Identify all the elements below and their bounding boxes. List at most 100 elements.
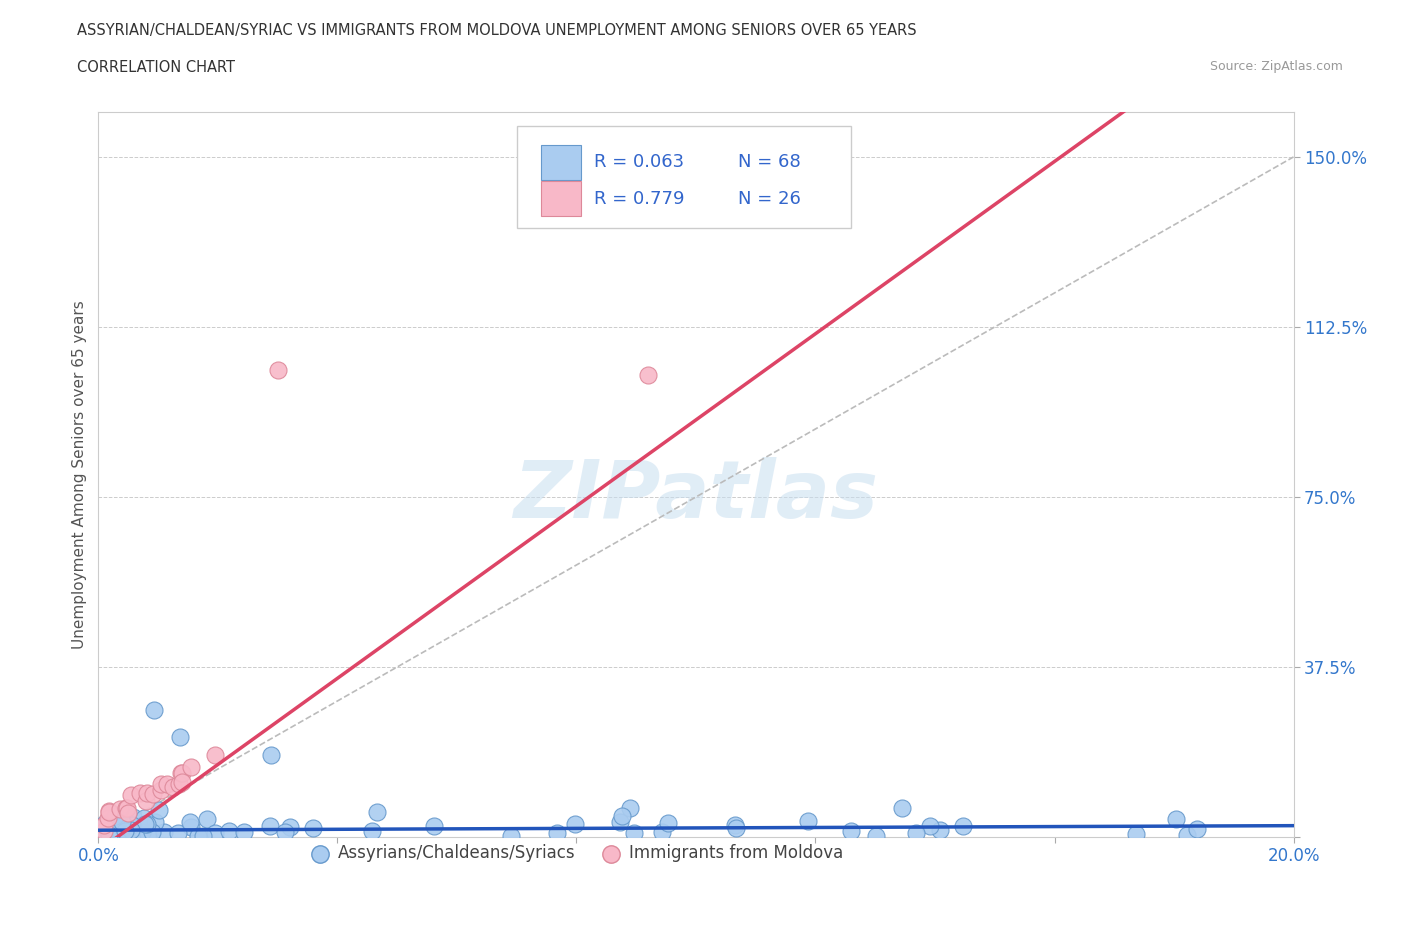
Point (218, 823, 240, 838)
Point (115, 801, 138, 816)
Point (865, 829, 887, 844)
Point (110, 802, 132, 817)
Point (141, 825, 163, 840)
Point (170, 765, 193, 780)
Point (128, 826, 150, 841)
Point (104, 809, 127, 824)
Point (117, 806, 139, 821)
Point (609, 815, 631, 830)
Point (841, 824, 863, 839)
Point (97, 811, 120, 826)
Point (1185, 821, 1208, 836)
Point (93, 824, 115, 839)
Point (136, 826, 159, 841)
Point (260, 748, 283, 763)
Point (121, 817, 143, 832)
Point (166, 826, 188, 841)
Y-axis label: Unemployment Among Seniors over 65 years: Unemployment Among Seniors over 65 years (72, 300, 87, 649)
Point (267, 363, 290, 378)
Point (180, 819, 202, 834)
Point (918, 818, 941, 833)
Point (929, 822, 952, 837)
Point (1125, 827, 1147, 842)
Point (232, 825, 254, 840)
Text: ASSYRIAN/CHALDEAN/SYRIAC VS IMMIGRANTS FROM MOLDOVA UNEMPLOYMENT AMONG SENIORS O: ASSYRIAN/CHALDEAN/SYRIAC VS IMMIGRANTS F… (77, 23, 917, 38)
Point (135, 793, 157, 808)
Point (187, 828, 209, 843)
Point (204, 748, 226, 763)
Point (131, 825, 153, 840)
Point (280, 819, 302, 834)
Point (93, 825, 115, 840)
Point (193, 829, 215, 844)
Point (796, 813, 818, 828)
Text: R = 0.063: R = 0.063 (595, 153, 685, 171)
Point (136, 786, 159, 801)
Point (153, 825, 176, 840)
Text: CORRELATION CHART: CORRELATION CHART (77, 60, 235, 75)
Point (145, 815, 167, 830)
Point (423, 819, 446, 834)
Point (141, 787, 163, 802)
Point (657, 816, 679, 830)
Text: Source: ZipAtlas.com: Source: ZipAtlas.com (1209, 60, 1343, 73)
Point (1175, 828, 1198, 843)
Point (179, 814, 201, 829)
Point (148, 803, 170, 817)
Point (273, 825, 295, 840)
Point (651, 824, 673, 839)
Point (361, 824, 384, 839)
Point (167, 777, 190, 791)
Point (169, 730, 191, 745)
Point (302, 820, 325, 835)
Text: R = 0.779: R = 0.779 (595, 190, 685, 207)
Point (170, 774, 193, 789)
Point (110, 815, 132, 830)
Point (111, 822, 134, 837)
Point (891, 801, 914, 816)
FancyBboxPatch shape (517, 126, 852, 228)
Point (110, 826, 132, 841)
Point (366, 804, 388, 819)
Point (93, 817, 115, 832)
Point (105, 817, 128, 831)
Point (725, 820, 748, 835)
Point (121, 809, 143, 824)
Point (180, 759, 202, 774)
Point (97, 804, 120, 818)
Point (155, 777, 177, 791)
FancyBboxPatch shape (541, 144, 581, 180)
Point (259, 819, 281, 834)
Point (136, 827, 159, 842)
Text: N = 26: N = 26 (738, 190, 800, 207)
Point (905, 825, 928, 840)
Point (610, 808, 633, 823)
Point (623, 826, 645, 841)
Point (546, 826, 568, 841)
Text: ZIPatlas: ZIPatlas (513, 457, 879, 535)
Point (1166, 812, 1188, 827)
Point (724, 817, 747, 832)
Point (170, 765, 193, 780)
Point (204, 826, 226, 841)
Point (93, 829, 115, 844)
FancyBboxPatch shape (541, 180, 581, 217)
Point (93, 817, 115, 831)
Point (98, 804, 121, 819)
Point (637, 367, 659, 382)
Point (97, 828, 120, 843)
Point (132, 811, 155, 826)
Point (135, 817, 157, 831)
Point (150, 777, 173, 791)
Point (120, 823, 142, 838)
Point (120, 788, 142, 803)
Point (93, 823, 115, 838)
Point (619, 801, 641, 816)
Point (952, 818, 974, 833)
Point (128, 786, 150, 801)
Legend: Assyrians/Chaldeans/Syriacs, Immigrants from Moldova: Assyrians/Chaldeans/Syriacs, Immigrants … (304, 837, 849, 869)
Point (162, 779, 184, 794)
Point (195, 812, 218, 827)
Text: N = 68: N = 68 (738, 153, 800, 171)
Point (104, 809, 127, 824)
